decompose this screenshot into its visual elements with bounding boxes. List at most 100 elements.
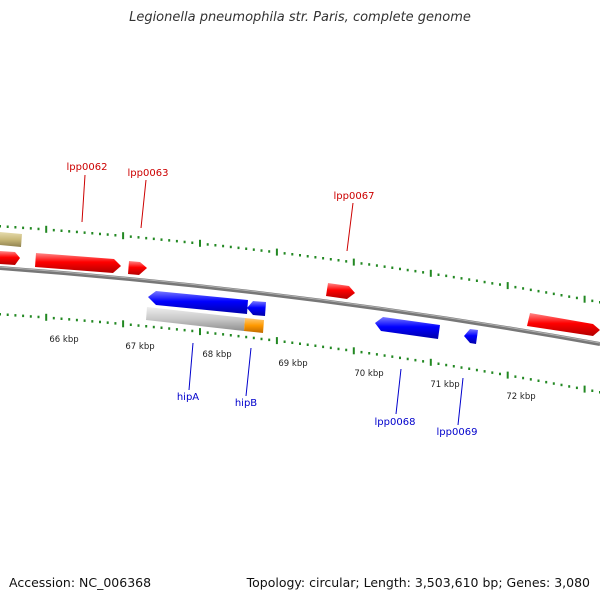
minor-tick (175, 328, 178, 331)
minor-tick (322, 257, 325, 260)
major-tick (352, 258, 355, 266)
gene-label-hipB[interactable]: hipB (235, 398, 257, 409)
minor-tick (60, 229, 63, 232)
minor-tick (91, 320, 94, 323)
gene-label-lpp0067[interactable]: lpp0067 (334, 191, 375, 202)
gene-label-lpp0069[interactable]: lpp0069 (437, 427, 478, 438)
minor-tick (299, 254, 301, 257)
minor-tick (229, 245, 232, 249)
minor-tick (145, 236, 148, 240)
gene-forward-partial-left[interactable] (0, 251, 20, 265)
minor-tick (129, 235, 132, 238)
minor-tick (306, 255, 309, 258)
minor-tick (399, 267, 401, 271)
gene-lpp0069[interactable] (464, 329, 478, 344)
gene-lpp0067[interactable] (326, 283, 355, 299)
minor-tick (206, 331, 209, 334)
minor-tick (260, 249, 263, 252)
minor-tick (37, 227, 40, 231)
minor-tick (214, 332, 217, 335)
genome-backbone (0, 266, 600, 346)
gene-labels: lpp0062 lpp0063 lpp0067 hipA hipB lpp006… (67, 162, 478, 438)
minor-tick (545, 380, 548, 384)
minor-tick (68, 230, 71, 233)
accession-text: Accession: NC_006368 (9, 575, 152, 590)
minor-tick (191, 241, 194, 244)
gene-hipB[interactable] (247, 301, 266, 316)
gene-hipA[interactable] (148, 291, 248, 314)
label-leader-lines (81, 174, 464, 426)
minor-tick (445, 363, 448, 367)
gene-hipA-pseudo[interactable] (146, 307, 245, 331)
minor-tick (75, 230, 78, 234)
minor-tick (268, 250, 271, 253)
minor-tick (222, 244, 225, 248)
minor-tick (306, 343, 309, 346)
gene-lpp0068[interactable] (375, 317, 440, 339)
gene-label-lpp0063[interactable]: lpp0063 (128, 168, 169, 179)
minor-tick (137, 236, 140, 239)
minor-tick (160, 326, 163, 329)
minor-tick (152, 325, 155, 329)
minor-tick (183, 240, 186, 244)
minor-tick (545, 291, 548, 294)
minor-tick (460, 277, 463, 280)
minor-tick (99, 232, 101, 236)
minor-tick (399, 356, 401, 360)
minor-tick (145, 325, 148, 328)
map-title: Legionella pneumophila str. Paris, compl… (129, 10, 471, 25)
gene-hipB-partial[interactable] (244, 318, 264, 333)
minor-tick (6, 225, 9, 228)
minor-tick (537, 289, 540, 293)
major-tick (429, 358, 432, 366)
minor-tick (568, 385, 571, 388)
minor-tick (283, 252, 286, 255)
minor-tick (6, 313, 9, 316)
major-tick (199, 239, 201, 247)
leader-hipA (188, 342, 194, 391)
minor-tick (514, 285, 517, 289)
minor-tick (37, 315, 40, 319)
minor-tick (422, 271, 425, 274)
major-tick (583, 385, 586, 393)
minor-tick (560, 294, 563, 297)
minor-tick (329, 258, 332, 261)
gene-label-lpp0062[interactable]: lpp0062 (67, 162, 108, 173)
minor-tick (391, 355, 394, 358)
minor-tick (291, 341, 294, 344)
forward-strand-genes (0, 232, 600, 336)
major-tick (506, 371, 509, 379)
minor-tick (168, 327, 171, 330)
minor-tick (29, 227, 32, 230)
minor-tick (191, 329, 194, 333)
minor-tick (52, 228, 55, 232)
gene-label-lpp0068[interactable]: lpp0068 (375, 417, 416, 428)
minor-tick (214, 244, 217, 247)
minor-tick (375, 353, 378, 356)
minor-tick (468, 278, 471, 281)
gene-feature-tan[interactable] (0, 232, 22, 247)
minor-tick (106, 321, 109, 324)
minor-tick (299, 342, 301, 345)
gene-lpp0062[interactable] (35, 253, 121, 273)
gene-label-hipA[interactable]: hipA (177, 392, 199, 403)
minor-tick (468, 367, 471, 370)
minor-tick (514, 375, 517, 378)
minor-tick (322, 345, 325, 349)
tick-label: 72 kbp (506, 392, 535, 402)
gene-lpp0063[interactable] (128, 261, 147, 275)
minor-tick (483, 280, 486, 284)
major-tick (275, 248, 278, 256)
minor-tick (345, 260, 348, 263)
minor-tick (99, 320, 101, 324)
major-tick (45, 225, 48, 233)
minor-tick (414, 269, 417, 273)
minor-tick (245, 247, 248, 250)
minor-tick (314, 256, 317, 259)
gene-forward-partial-right[interactable] (527, 313, 600, 336)
minor-tick (522, 287, 525, 290)
minor-tick (106, 233, 109, 236)
minor-tick (445, 274, 448, 278)
minor-tick (291, 253, 294, 256)
